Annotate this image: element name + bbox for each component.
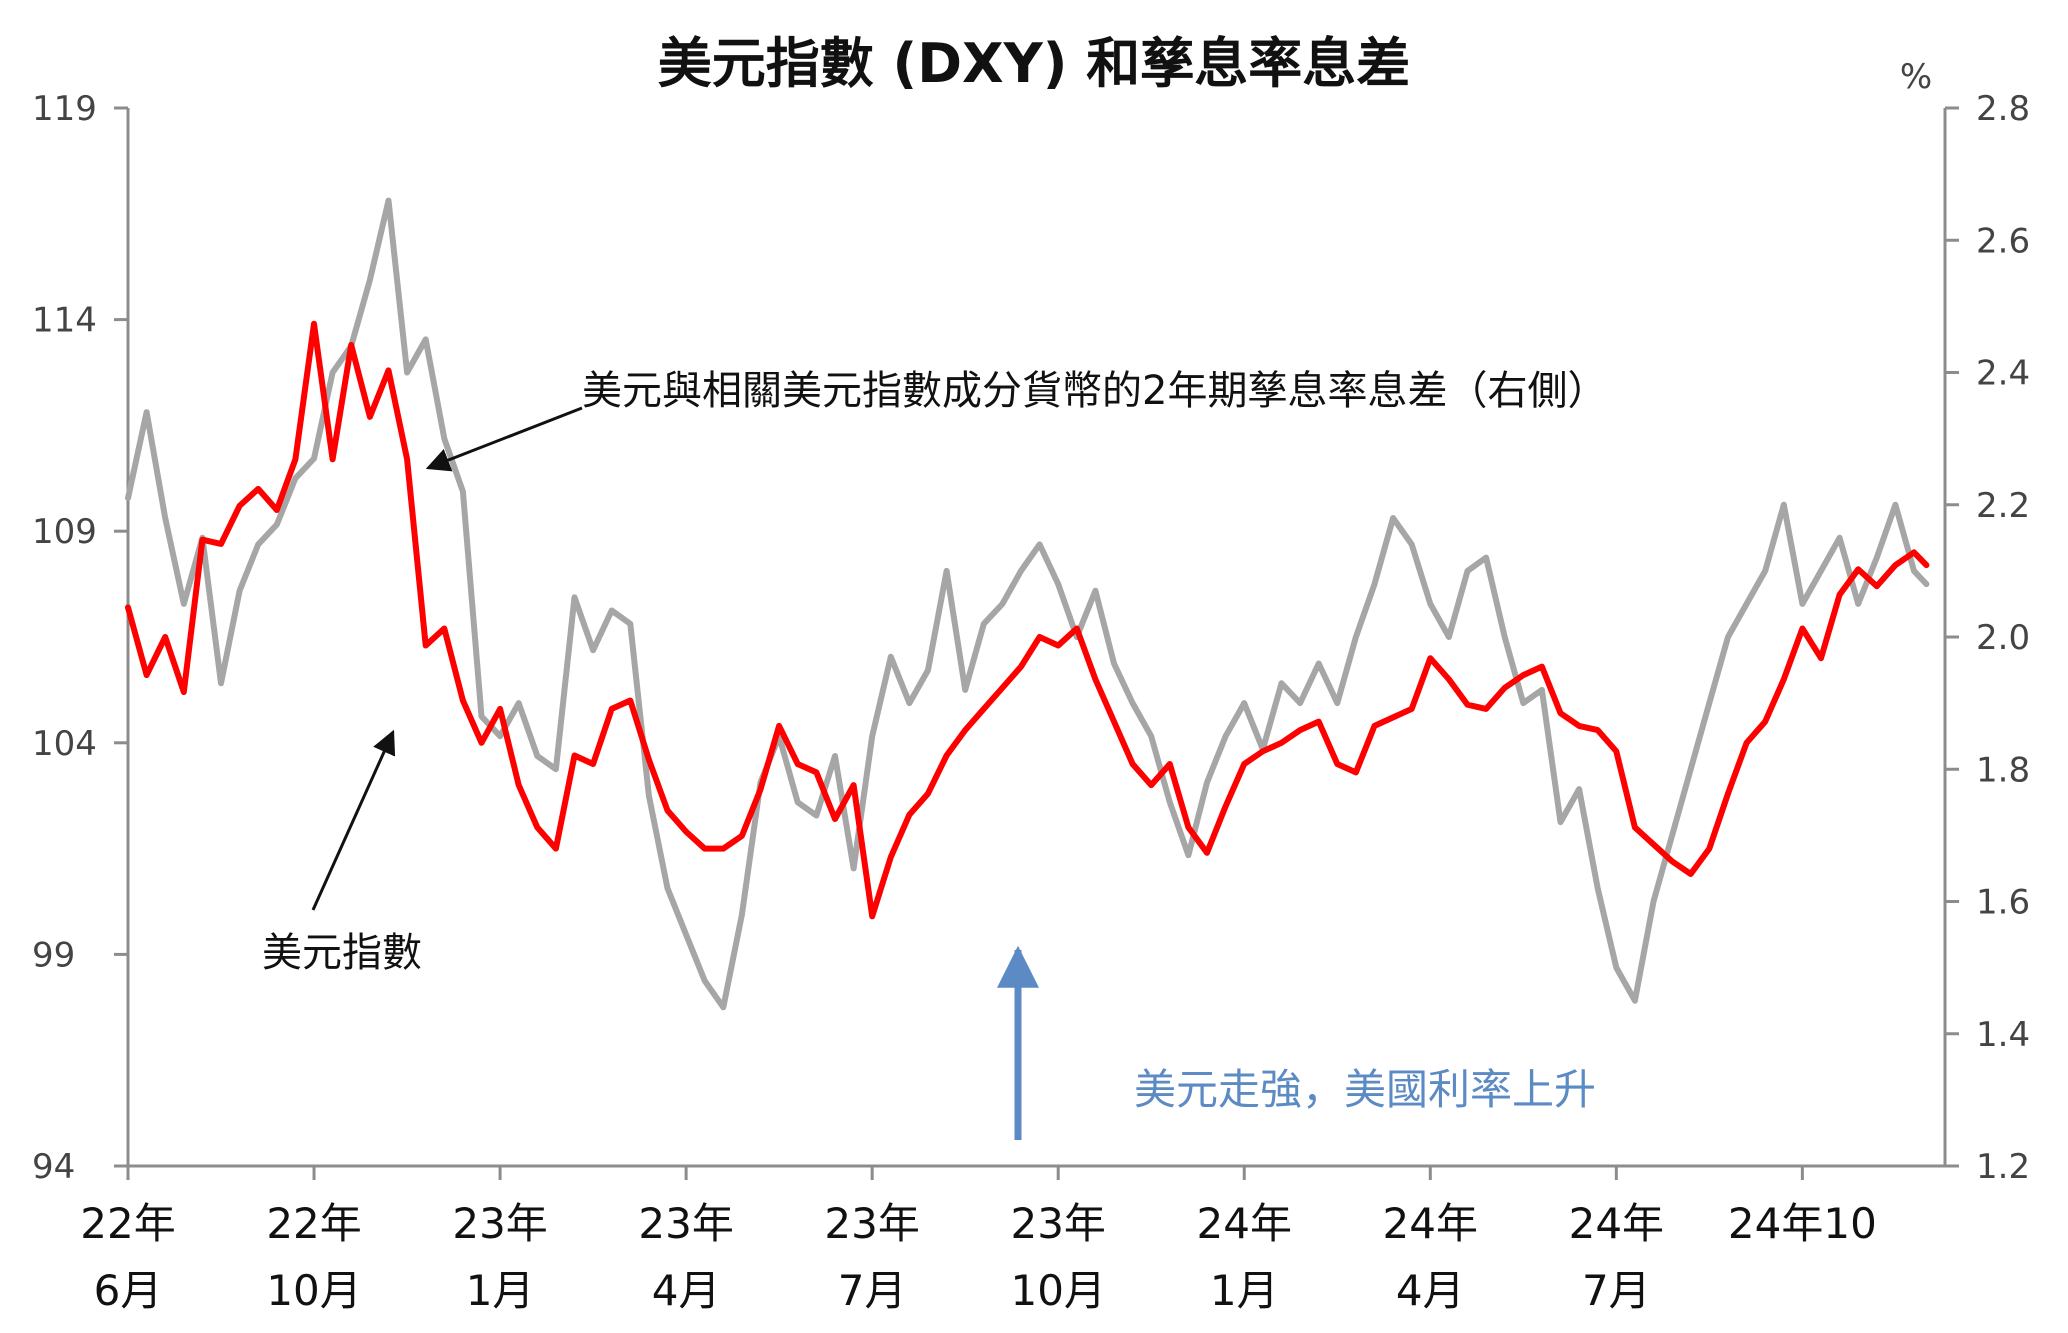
series-line-dxy (125, 320, 1930, 920)
x-tick-label-line1: 23年 (638, 1199, 733, 1248)
right-tick-label: 1.8 (1976, 750, 2030, 790)
right-tick-label: 2.2 (1976, 486, 2030, 526)
x-tick-label-line1: 24年 (1569, 1199, 1664, 1248)
x-tick-label-line2: 10月 (266, 1266, 361, 1315)
series-dxy (125, 320, 1930, 920)
right-axis-unit: % (1900, 57, 1932, 97)
right-tick-label: 1.4 (1976, 1015, 2030, 1055)
note-annotation: 美元走強，美國利率上升 (1134, 1065, 1596, 1114)
x-tick-label-line2: 10月 (1010, 1266, 1105, 1315)
right-tick-label: 2.4 (1976, 354, 2030, 394)
x-tick-label-line1: 23年 (824, 1199, 919, 1248)
right-tick-label: 2.8 (1976, 89, 2030, 129)
left-tick-label: 119 (32, 89, 97, 129)
x-tick-label-line2: 7月 (1582, 1266, 1651, 1315)
x-tick-label-line2: 1月 (1210, 1266, 1279, 1315)
x-tick-label-line1: 22年 (80, 1199, 175, 1248)
x-tick-label-line2: 7月 (838, 1266, 907, 1315)
x-tick-label-line1: 24年10 (1728, 1199, 1877, 1248)
dxy-annotation: 美元指數 (262, 930, 422, 976)
left-tick-label: 109 (32, 512, 97, 552)
left-tick-label: 94 (32, 1147, 75, 1187)
x-tick-label-line2: 4月 (1396, 1266, 1465, 1315)
left-tick-label: 104 (32, 724, 97, 764)
series-line-spread (125, 197, 1930, 1011)
right-tick-label: 2.0 (1976, 618, 2030, 658)
dxy-arrow (311, 729, 396, 911)
right-axis-ticks: 2.8 2.6 2.4 2.2 2.0 1.8 1.6 1.4 1.2 (1945, 89, 2030, 1187)
x-tick-label-line2: 4月 (652, 1266, 721, 1315)
x-tick-label-line1: 24年 (1383, 1199, 1478, 1248)
series-layer (125, 197, 1930, 1011)
left-tick-label: 114 (32, 301, 97, 341)
x-tick-label-line1: 23年 (1010, 1199, 1105, 1248)
x-tick-label-line1: 22年 (266, 1199, 361, 1248)
series-spread (125, 197, 1930, 1011)
x-tick-label-line1: 24年 (1197, 1199, 1292, 1248)
x-tick-label-line1: 23年 (452, 1199, 547, 1248)
chart-title: 美元指數 (DXY) 和孳息率息差 (658, 32, 1411, 95)
left-axis-ticks: 119 114 109 104 99 94 (32, 89, 128, 1187)
x-tick-label-line2: 1月 (466, 1266, 535, 1315)
spread-annotation: 美元與相關美元指數成分貨幣的2年期孳息率息差（右側） (582, 368, 1607, 414)
right-tick-label: 2.6 (1976, 221, 2030, 261)
right-tick-label: 1.6 (1976, 883, 2030, 923)
left-tick-label: 99 (32, 935, 75, 975)
x-tick-label-line2: 6月 (94, 1266, 163, 1315)
spread-arrow (425, 406, 583, 472)
x-axis-ticks: 22年 6月 22年 10月 23年 1月 23年 4月 23年 7月 23年 10月 24年 1月 24年… (80, 1166, 1877, 1315)
right-tick-label: 1.2 (1976, 1147, 2030, 1187)
